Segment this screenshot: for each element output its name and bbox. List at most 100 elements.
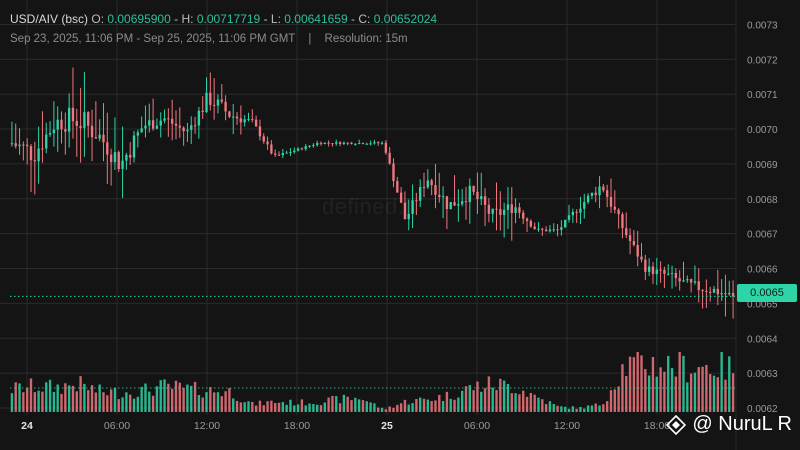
candle-body [586,195,590,203]
volume-bar [327,397,330,412]
volume-bar [678,352,681,412]
candle-body [464,201,468,203]
candle-body [373,142,376,144]
candle-body [453,202,456,206]
volume-bar [174,380,178,412]
candle-body [224,101,227,112]
volume-bar [98,384,101,412]
volume-bar [190,385,193,412]
volume-bar [468,385,471,412]
candle-body [98,134,101,139]
candle-body [125,154,128,161]
candle-body [304,146,307,150]
candle-body [155,125,159,129]
volume-bar [674,376,678,412]
candle-body [434,185,437,195]
candle-body [388,152,391,164]
candle-body [663,269,666,274]
volume-bar [170,388,174,412]
volume-bar [71,385,75,412]
candle-body [674,273,678,279]
volume-bar [430,401,433,412]
candle-body [483,196,487,205]
volume-bar [445,391,449,412]
x-tick-label: 06:00 [464,420,490,432]
candle-body [377,142,380,144]
candle-body [422,187,426,189]
volume-bar [270,400,273,412]
candle-body [430,180,433,186]
candle-body [709,291,712,293]
volume-bar [75,391,78,412]
high-value: 0.00717719 [196,12,261,26]
volume-bar [274,403,277,412]
volume-bar [434,400,437,412]
volume-bar [392,407,395,412]
volume-bar [438,394,441,412]
x-tick-label: 25 [381,420,393,432]
candle-body [415,200,418,202]
candle-body [724,293,727,295]
candle-body [331,143,334,145]
candle-body [720,293,723,295]
x-tick-label: 18:00 [284,420,310,432]
candle-body [491,208,494,214]
candle-body [197,110,201,126]
candle-body [701,290,704,292]
candle-body [579,208,582,213]
candle-body [87,112,90,126]
candle-body [449,202,452,210]
candle-body [476,191,479,200]
candle-body [560,227,563,230]
volume-bar [426,399,430,412]
y-tick-label: 0.0067 [747,230,778,241]
candle-body [18,144,21,147]
candle-body [163,118,166,121]
candle-body [712,288,716,293]
low-value: 0.00641659 [284,12,348,26]
volume-bar [552,403,555,412]
volume-bar [518,394,521,412]
volume-bar [609,390,613,412]
candle-body [682,280,685,282]
volume-bar [567,408,571,412]
diamond-logo-icon [666,414,687,435]
candle-body [628,235,632,242]
candle-body [419,187,422,201]
volume-bar [25,387,29,412]
volume-bar [216,392,220,412]
volume-bar [625,376,628,412]
candle-body [79,126,82,128]
candle-body [525,218,529,221]
candle-body [625,228,628,236]
candle-body [281,153,285,156]
volume-bar [312,404,315,412]
volume-bar [41,391,44,412]
volume-bar [125,392,128,412]
date-range: Sep 23, 2025, 11:06 PM - Sep 25, 2025, 1… [10,33,296,45]
candle-body [33,160,36,162]
volume-bar [60,393,63,412]
candle-body [71,107,75,122]
volume-bar [331,395,334,412]
candle-body [670,273,674,275]
volume-bar [514,393,517,412]
volume-bar [571,406,575,412]
volume-bar [90,385,94,412]
candle-body [52,129,56,134]
volume-bar [159,380,162,412]
volume-bar [239,402,243,412]
volume-bar [18,383,21,412]
volume-bar [315,404,319,412]
resolution-label[interactable]: Resolution: 15m [324,33,408,45]
volume-bar [415,398,418,412]
candle-body [510,204,513,214]
candle-body [590,192,594,196]
volume-bar [533,394,536,412]
volume-bar [167,383,170,412]
volume-bar [121,397,124,412]
volume-bar [151,395,155,412]
candle-body [460,201,464,205]
volume-bar [361,400,365,412]
